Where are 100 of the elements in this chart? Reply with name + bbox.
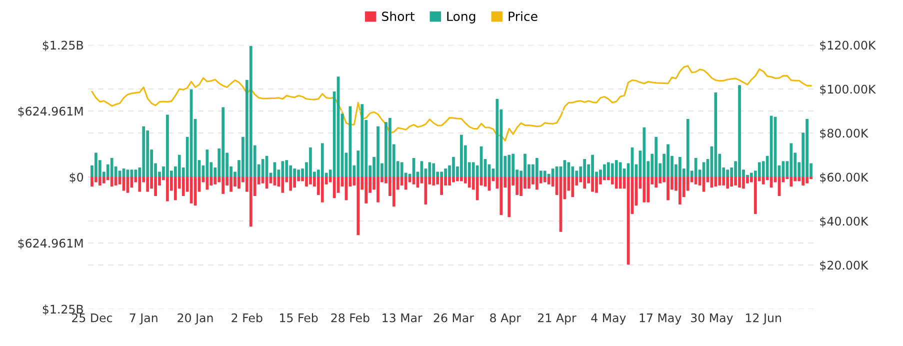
bar [614, 177, 618, 189]
bar [790, 177, 793, 187]
bar [642, 177, 646, 202]
line-series [91, 65, 812, 142]
bar [309, 147, 312, 177]
bar [571, 166, 574, 177]
bar [388, 118, 392, 177]
bar [400, 177, 404, 186]
bar [535, 158, 538, 177]
bar [666, 177, 670, 200]
bar [281, 161, 284, 177]
x-tick-label: 8 Apr [490, 313, 521, 325]
bar [174, 177, 177, 200]
bar [535, 177, 538, 190]
bar [210, 177, 213, 186]
x-tick-label: 21 Apr [538, 313, 576, 325]
bar [734, 177, 737, 186]
bar [110, 177, 114, 187]
y-tick-label: $1.25B [42, 304, 83, 316]
bar [146, 177, 150, 192]
bar [230, 177, 232, 192]
x-tick-label: 25 Dec [72, 313, 112, 322]
bar [516, 177, 518, 195]
bar [320, 177, 324, 202]
x-tick-label: 2 Feb [232, 313, 262, 322]
bar [591, 177, 594, 192]
bar [214, 177, 217, 184]
bar [730, 177, 734, 187]
bar [464, 177, 467, 184]
bar [742, 177, 745, 189]
bar [758, 162, 761, 177]
bar [134, 170, 138, 177]
bar [456, 177, 459, 182]
bar [718, 177, 722, 186]
bar [520, 177, 522, 196]
legend-label: Long [447, 12, 476, 24]
bar [614, 160, 618, 177]
bar [400, 162, 404, 177]
y2-tick-label: $20.00K [820, 260, 868, 272]
bar [448, 177, 451, 186]
bar [138, 177, 142, 192]
y-tick-label: $624.961M [18, 106, 83, 118]
bar [452, 156, 455, 177]
bar [666, 144, 670, 177]
bar [508, 154, 511, 177]
bar [722, 177, 726, 186]
bar [591, 154, 594, 177]
bar [376, 126, 380, 177]
y2-tick-label: $100.00K [820, 84, 876, 96]
bar [726, 170, 730, 177]
bar [392, 177, 396, 207]
y-tick-label: $624.961M [18, 238, 83, 250]
bar [293, 168, 296, 177]
bar [440, 172, 443, 177]
bar [750, 172, 753, 177]
bar [798, 177, 801, 182]
bar [142, 126, 146, 177]
x-tick-label: 12 Jun [746, 313, 781, 324]
bar [790, 143, 793, 177]
bar [528, 177, 530, 189]
x-tick-label: 26 Mar [434, 313, 474, 322]
x-tick-label: 13 Mar [382, 313, 422, 322]
bar [297, 170, 300, 177]
x-tick-label: 30 May [691, 313, 733, 325]
bar [166, 177, 169, 202]
bar [460, 134, 463, 177]
bar [547, 177, 550, 184]
x-tick-label: 7 Jan [130, 314, 158, 324]
bar [606, 162, 610, 177]
x-tick-label: 17 May [640, 314, 682, 325]
bar [618, 162, 622, 177]
y-tick-label: $0 [70, 172, 84, 184]
bar [305, 177, 308, 187]
bar [508, 177, 511, 218]
bar [281, 177, 284, 193]
x-tick-label: 20 Jan [178, 313, 213, 324]
bar [222, 107, 224, 177]
bar [606, 177, 610, 180]
bar [468, 177, 471, 188]
bar [595, 177, 598, 193]
bar [472, 162, 475, 177]
bar [678, 156, 682, 177]
y2-tick-label: $60.00K [820, 172, 868, 184]
bar [806, 118, 808, 177]
bar [618, 177, 622, 189]
bar [293, 177, 296, 188]
bar [726, 177, 730, 189]
bar [610, 163, 614, 177]
bar [94, 152, 98, 177]
bar [249, 177, 252, 227]
bar [424, 177, 428, 204]
bar [512, 154, 515, 177]
bar [94, 177, 98, 182]
x-tick-label: 15 Feb [280, 313, 318, 322]
x-tick-label: 28 Feb [331, 313, 370, 322]
bar [444, 168, 447, 177]
bar [646, 177, 650, 202]
bar [738, 85, 741, 177]
bar [642, 127, 646, 177]
bar [376, 177, 380, 202]
